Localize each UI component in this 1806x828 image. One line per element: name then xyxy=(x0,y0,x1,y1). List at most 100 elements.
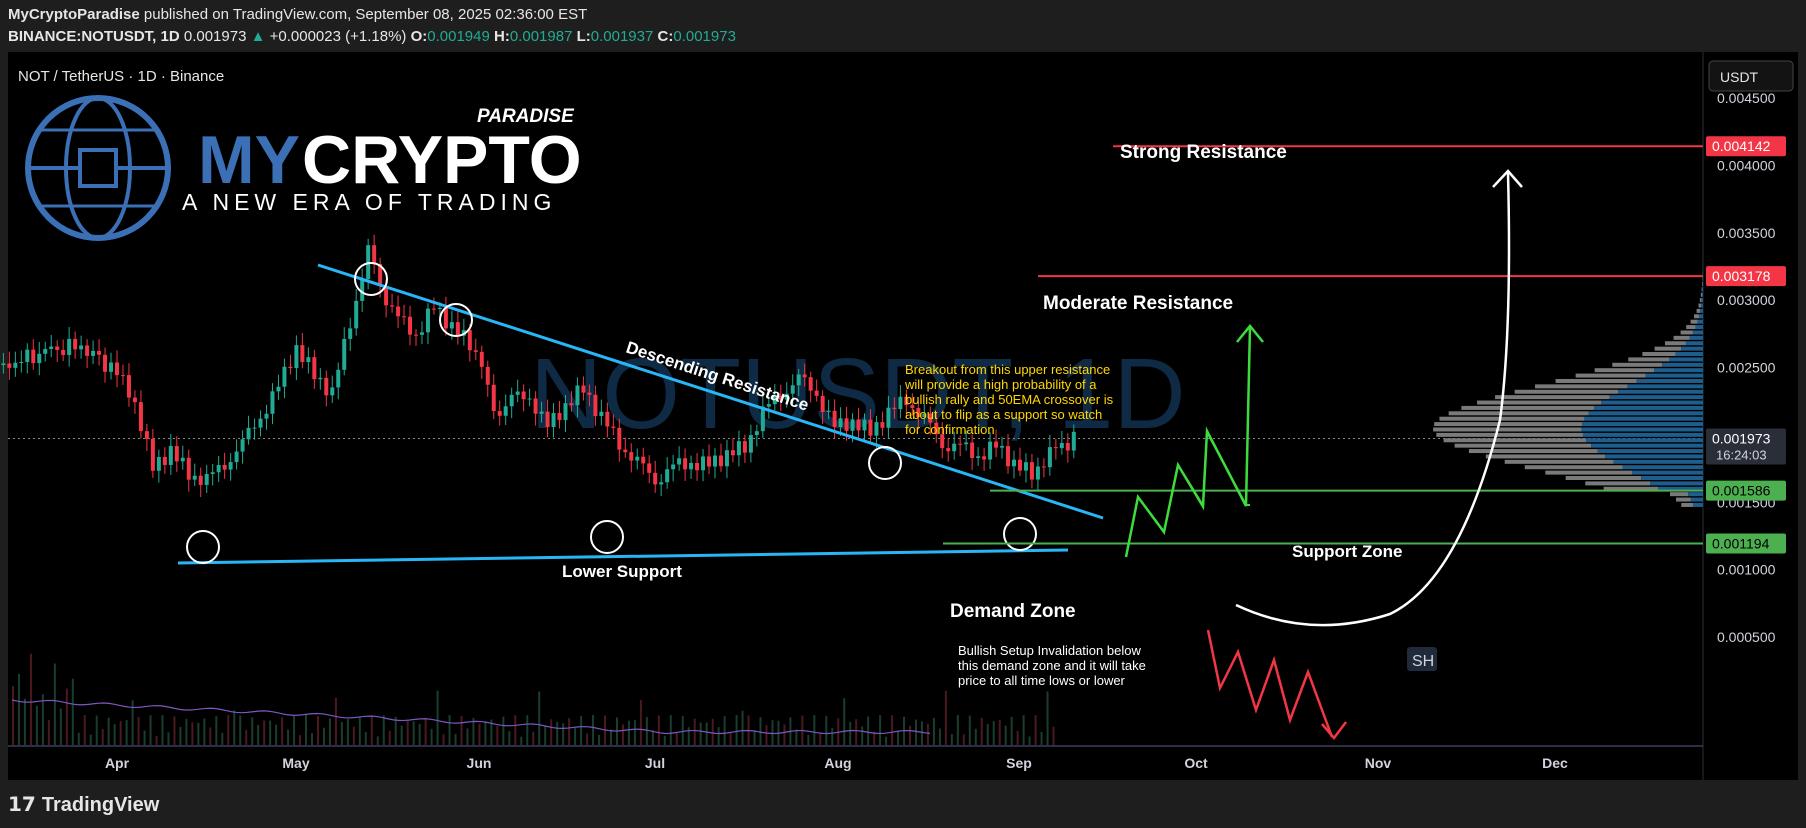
volume-bar xyxy=(664,736,666,745)
candle-body xyxy=(683,458,687,469)
profile-bar-buy xyxy=(1690,336,1703,340)
breakout-note-line: about to flip as a support so watch xyxy=(905,407,1102,422)
profile-bar-sell xyxy=(1486,454,1605,458)
volume-bar xyxy=(209,727,211,745)
candle-body xyxy=(1000,446,1004,448)
volume-bar xyxy=(502,717,504,745)
candle-body xyxy=(809,377,813,390)
volume-bar xyxy=(66,688,68,745)
profile-bar-buy xyxy=(1700,309,1703,313)
profile-bar-sell xyxy=(1595,368,1655,372)
volume-bar xyxy=(658,715,660,745)
volume-bar xyxy=(813,715,815,745)
volume-bar xyxy=(245,730,247,745)
candle-body xyxy=(109,362,113,371)
volume-bar xyxy=(1005,726,1007,745)
volume-bar xyxy=(1053,727,1055,745)
candle-body xyxy=(821,396,825,412)
volume-bar xyxy=(532,732,534,745)
tradingview-brand[interactable]: 𝟭𝟳 TradingView xyxy=(8,792,159,817)
volume-bar xyxy=(975,729,977,745)
volume-bar xyxy=(102,729,104,745)
volume-bar xyxy=(622,724,624,745)
candle-body xyxy=(868,420,872,436)
volume-bar xyxy=(754,730,756,745)
profile-bar-buy xyxy=(1589,411,1703,415)
candle-body xyxy=(480,352,484,367)
candle-body xyxy=(408,317,412,335)
volume-bar xyxy=(461,716,463,745)
volume-bar xyxy=(580,716,582,745)
candle-body xyxy=(348,328,352,339)
candle-body xyxy=(163,457,167,465)
candle-body xyxy=(623,450,627,453)
candle-body xyxy=(635,457,639,461)
profile-bar-sell xyxy=(1691,320,1698,324)
volume-bar xyxy=(263,720,265,745)
candle-body xyxy=(952,444,956,452)
price-tick-label: 0.001000 xyxy=(1717,562,1776,578)
volume-bar xyxy=(197,723,199,745)
volume-bar xyxy=(598,735,600,745)
candle-body xyxy=(725,450,729,466)
candle-body xyxy=(522,392,526,400)
candle-body xyxy=(67,339,71,355)
candle-body xyxy=(1024,462,1028,470)
candle-body xyxy=(719,456,723,467)
sh-badge-label: SH xyxy=(1412,653,1434,670)
volume-bar xyxy=(293,715,295,745)
candle-body xyxy=(211,472,215,474)
volume-bar xyxy=(239,715,241,745)
time-tick-label: Apr xyxy=(105,755,130,771)
candle-body xyxy=(797,375,801,386)
profile-bar-buy xyxy=(1641,476,1703,480)
profile-bar-buy xyxy=(1702,287,1703,291)
candle-body xyxy=(599,412,603,416)
candle-body xyxy=(253,428,257,429)
profile-bar-buy xyxy=(1681,347,1703,351)
profile-bar-sell xyxy=(1686,325,1695,329)
volume-bar xyxy=(520,737,522,745)
profile-bar-buy xyxy=(1676,352,1703,356)
candle-body xyxy=(492,385,496,411)
volume-bar xyxy=(538,692,540,745)
volume-bar xyxy=(449,715,451,745)
candle-body xyxy=(396,307,400,317)
volume-bar xyxy=(108,718,110,745)
volume-bar xyxy=(162,715,164,745)
profile-bar-sell xyxy=(1515,390,1619,394)
candle-body xyxy=(581,385,585,392)
profile-bar-sell xyxy=(1612,363,1662,367)
candle-body xyxy=(498,411,502,416)
profile-bar-buy xyxy=(1632,471,1703,475)
candle-body xyxy=(587,393,591,395)
candle-body xyxy=(701,456,705,470)
volume-bar xyxy=(305,715,307,745)
volume-bar xyxy=(1035,715,1037,745)
profile-bar-sell xyxy=(1676,498,1691,502)
profile-bar-sell xyxy=(1681,330,1693,334)
volume-bar xyxy=(96,716,98,745)
profile-bar-buy xyxy=(1695,325,1703,329)
profile-bar-buy xyxy=(1702,293,1703,297)
chart-legend-title[interactable]: NOT / TetherUS · 1D · Binance xyxy=(18,68,224,85)
volume-bar xyxy=(508,731,510,745)
candle-body xyxy=(528,398,532,399)
volume-bar xyxy=(1041,732,1043,745)
price-tag-label: 0.001586 xyxy=(1712,483,1771,499)
candle-body xyxy=(1012,460,1016,467)
candle-body xyxy=(1042,466,1046,467)
candle-body xyxy=(229,462,233,469)
candle-body xyxy=(1030,462,1034,479)
candle-body xyxy=(546,412,550,427)
volume-bar xyxy=(957,715,959,745)
candle-body xyxy=(432,309,436,310)
profile-bar-sell xyxy=(1439,417,1584,421)
volume-bar xyxy=(526,715,528,745)
profile-bar-buy xyxy=(1686,341,1703,345)
price-axis[interactable]: 0.004500 0.004000 0.003500 0.003000 0.002500… xyxy=(1706,90,1786,645)
candle-body xyxy=(270,391,274,413)
candle-body xyxy=(336,370,340,388)
candle-body xyxy=(486,367,490,385)
